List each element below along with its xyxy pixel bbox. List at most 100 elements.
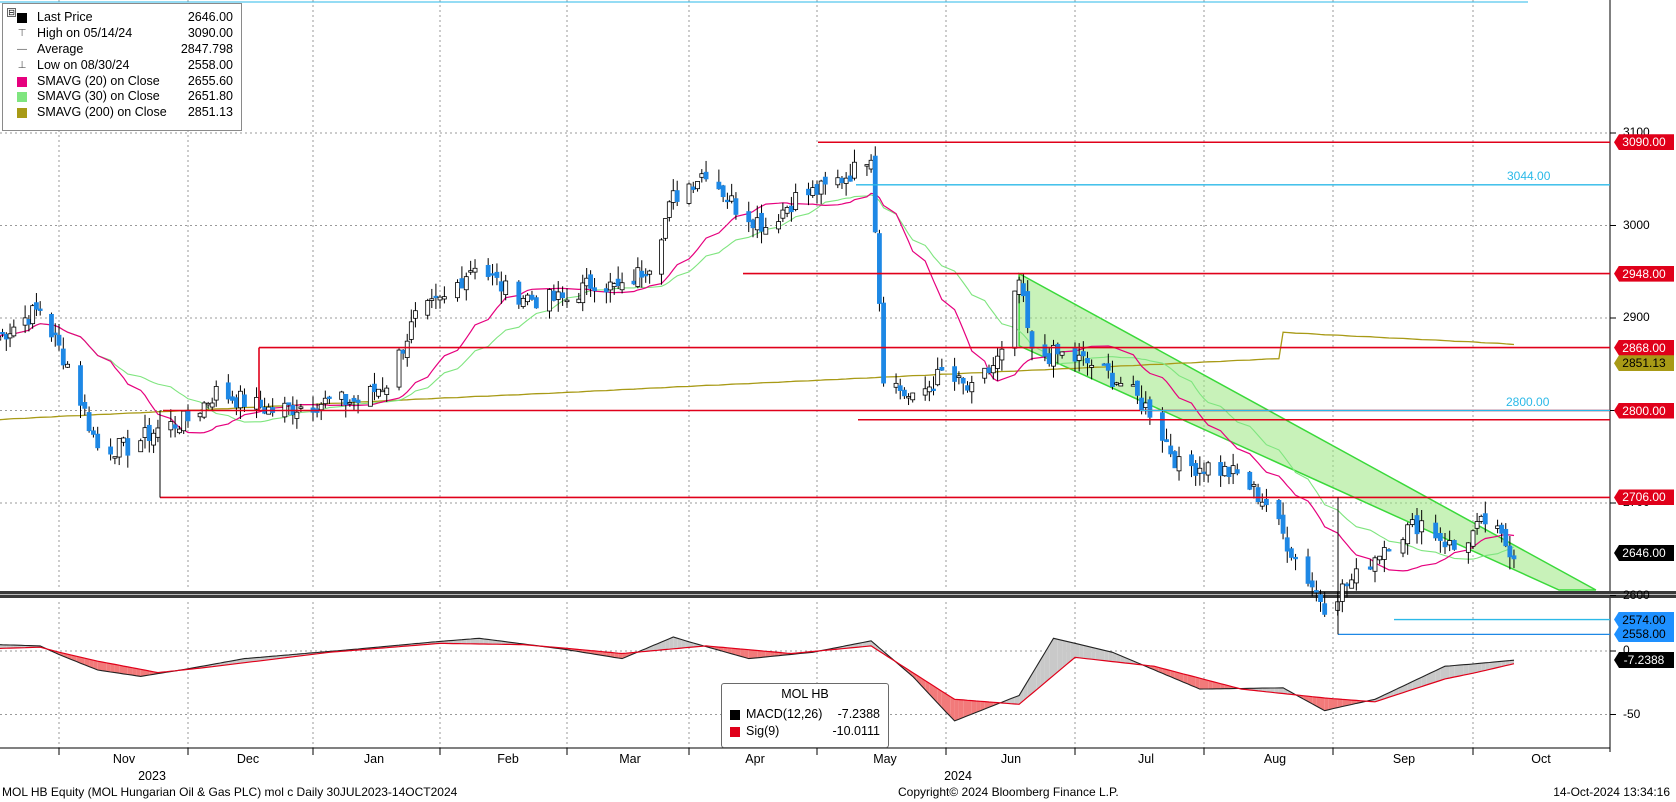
macd-below-fill (740, 648, 745, 658)
candle (34, 293, 39, 317)
candle (485, 258, 491, 281)
candle-body (835, 177, 841, 186)
candle (1080, 341, 1086, 366)
macd-above-fill (1129, 659, 1134, 664)
candle (818, 179, 824, 205)
macd-below-fill (132, 667, 137, 676)
candle-body (347, 402, 353, 405)
candle (95, 426, 101, 451)
macd-legend-row: MACD(12,26) -7.2388 (730, 707, 880, 723)
candle-body (931, 388, 936, 391)
candle-body (1386, 549, 1392, 552)
macd-above-fill (256, 657, 261, 662)
candle-body (322, 397, 328, 405)
sma30-line (0, 194, 1515, 560)
candle-body (1143, 402, 1149, 408)
macd-above-fill (1066, 641, 1071, 665)
macd-above-fill (1473, 663, 1478, 674)
candle (1372, 555, 1378, 583)
candle (408, 309, 414, 344)
candle-body (1284, 537, 1290, 552)
candle (635, 257, 641, 289)
candle (1322, 591, 1328, 617)
macd-below-fill (127, 666, 133, 676)
macd-below-fill (1316, 697, 1321, 709)
legend-collapse-icon[interactable]: ⊟ (7, 8, 16, 17)
macd-above-fill (1036, 659, 1041, 690)
candle (343, 394, 349, 418)
candle-body (1197, 467, 1203, 474)
legend-label: Last Price (37, 10, 93, 24)
candle (181, 410, 187, 435)
candle (864, 164, 870, 176)
candle-body (547, 289, 552, 312)
candle (1226, 466, 1232, 485)
candle-body (999, 348, 1005, 361)
candle-body (1080, 351, 1086, 357)
candle (877, 229, 882, 312)
candle-body (695, 181, 700, 190)
candle (1305, 548, 1311, 587)
candle-body (1437, 533, 1443, 541)
macd-above-fill (240, 658, 245, 664)
macd-below-fill (1204, 679, 1209, 690)
candle-body (1139, 397, 1144, 411)
candle (121, 436, 126, 447)
candle (931, 376, 936, 396)
candle-body (1055, 343, 1061, 355)
candle-body (60, 348, 66, 366)
macd-below-fill (136, 668, 141, 677)
candle (1381, 540, 1387, 573)
candle (1451, 539, 1457, 551)
macd-above-fill (457, 639, 462, 644)
candle (229, 390, 235, 404)
macd-above-fill (483, 638, 489, 645)
legend-value: 2558.00 (187, 57, 233, 72)
candle-body (408, 321, 414, 340)
candle-body (413, 310, 418, 319)
candle (429, 288, 435, 309)
candle (172, 416, 178, 438)
macd-below-fill (614, 652, 619, 658)
average-marker-icon: — (17, 43, 27, 55)
macd-legend[interactable]: MOL HB MACD(12,26) -7.2388 Sig(9) -10.01… (721, 683, 889, 748)
candle (1409, 512, 1415, 528)
candle-body (1172, 451, 1178, 469)
macd-below-fill (1347, 699, 1352, 706)
candle (384, 385, 390, 402)
candle-body (238, 390, 243, 409)
candle-body (1147, 399, 1153, 418)
candle-body (49, 313, 54, 338)
candle (400, 349, 406, 360)
candle-body (1255, 487, 1261, 503)
candle-body (229, 396, 235, 401)
candle (433, 283, 439, 310)
candle-body (459, 278, 465, 289)
candle (463, 272, 469, 301)
candle (1478, 514, 1484, 524)
candle (238, 385, 243, 420)
month-label: May (873, 752, 897, 766)
macd-below-fill (941, 691, 946, 712)
candle-body (659, 239, 664, 275)
candle (125, 429, 131, 468)
signal-label: Sig(9) (746, 724, 780, 738)
candle (1251, 481, 1257, 499)
legend-value: 2851.13 (187, 105, 233, 120)
candle (1293, 553, 1298, 571)
candle (1012, 290, 1018, 357)
candle (176, 425, 182, 435)
candle-body (37, 308, 43, 311)
candle (1247, 470, 1253, 491)
macd-above-fill (1083, 645, 1088, 659)
candle-body (893, 382, 899, 388)
candle-body (1164, 439, 1169, 443)
price-legend[interactable]: ⊟ Last Price 2646.00 ⊤ High on 05/14/24 3090… (2, 3, 242, 131)
candle (1197, 456, 1203, 486)
candle (1447, 530, 1453, 552)
price-level-tag: 2851.13 (1614, 355, 1674, 372)
candles (0, 146, 1517, 617)
candle (396, 348, 402, 391)
macd-above-fill (488, 639, 493, 645)
